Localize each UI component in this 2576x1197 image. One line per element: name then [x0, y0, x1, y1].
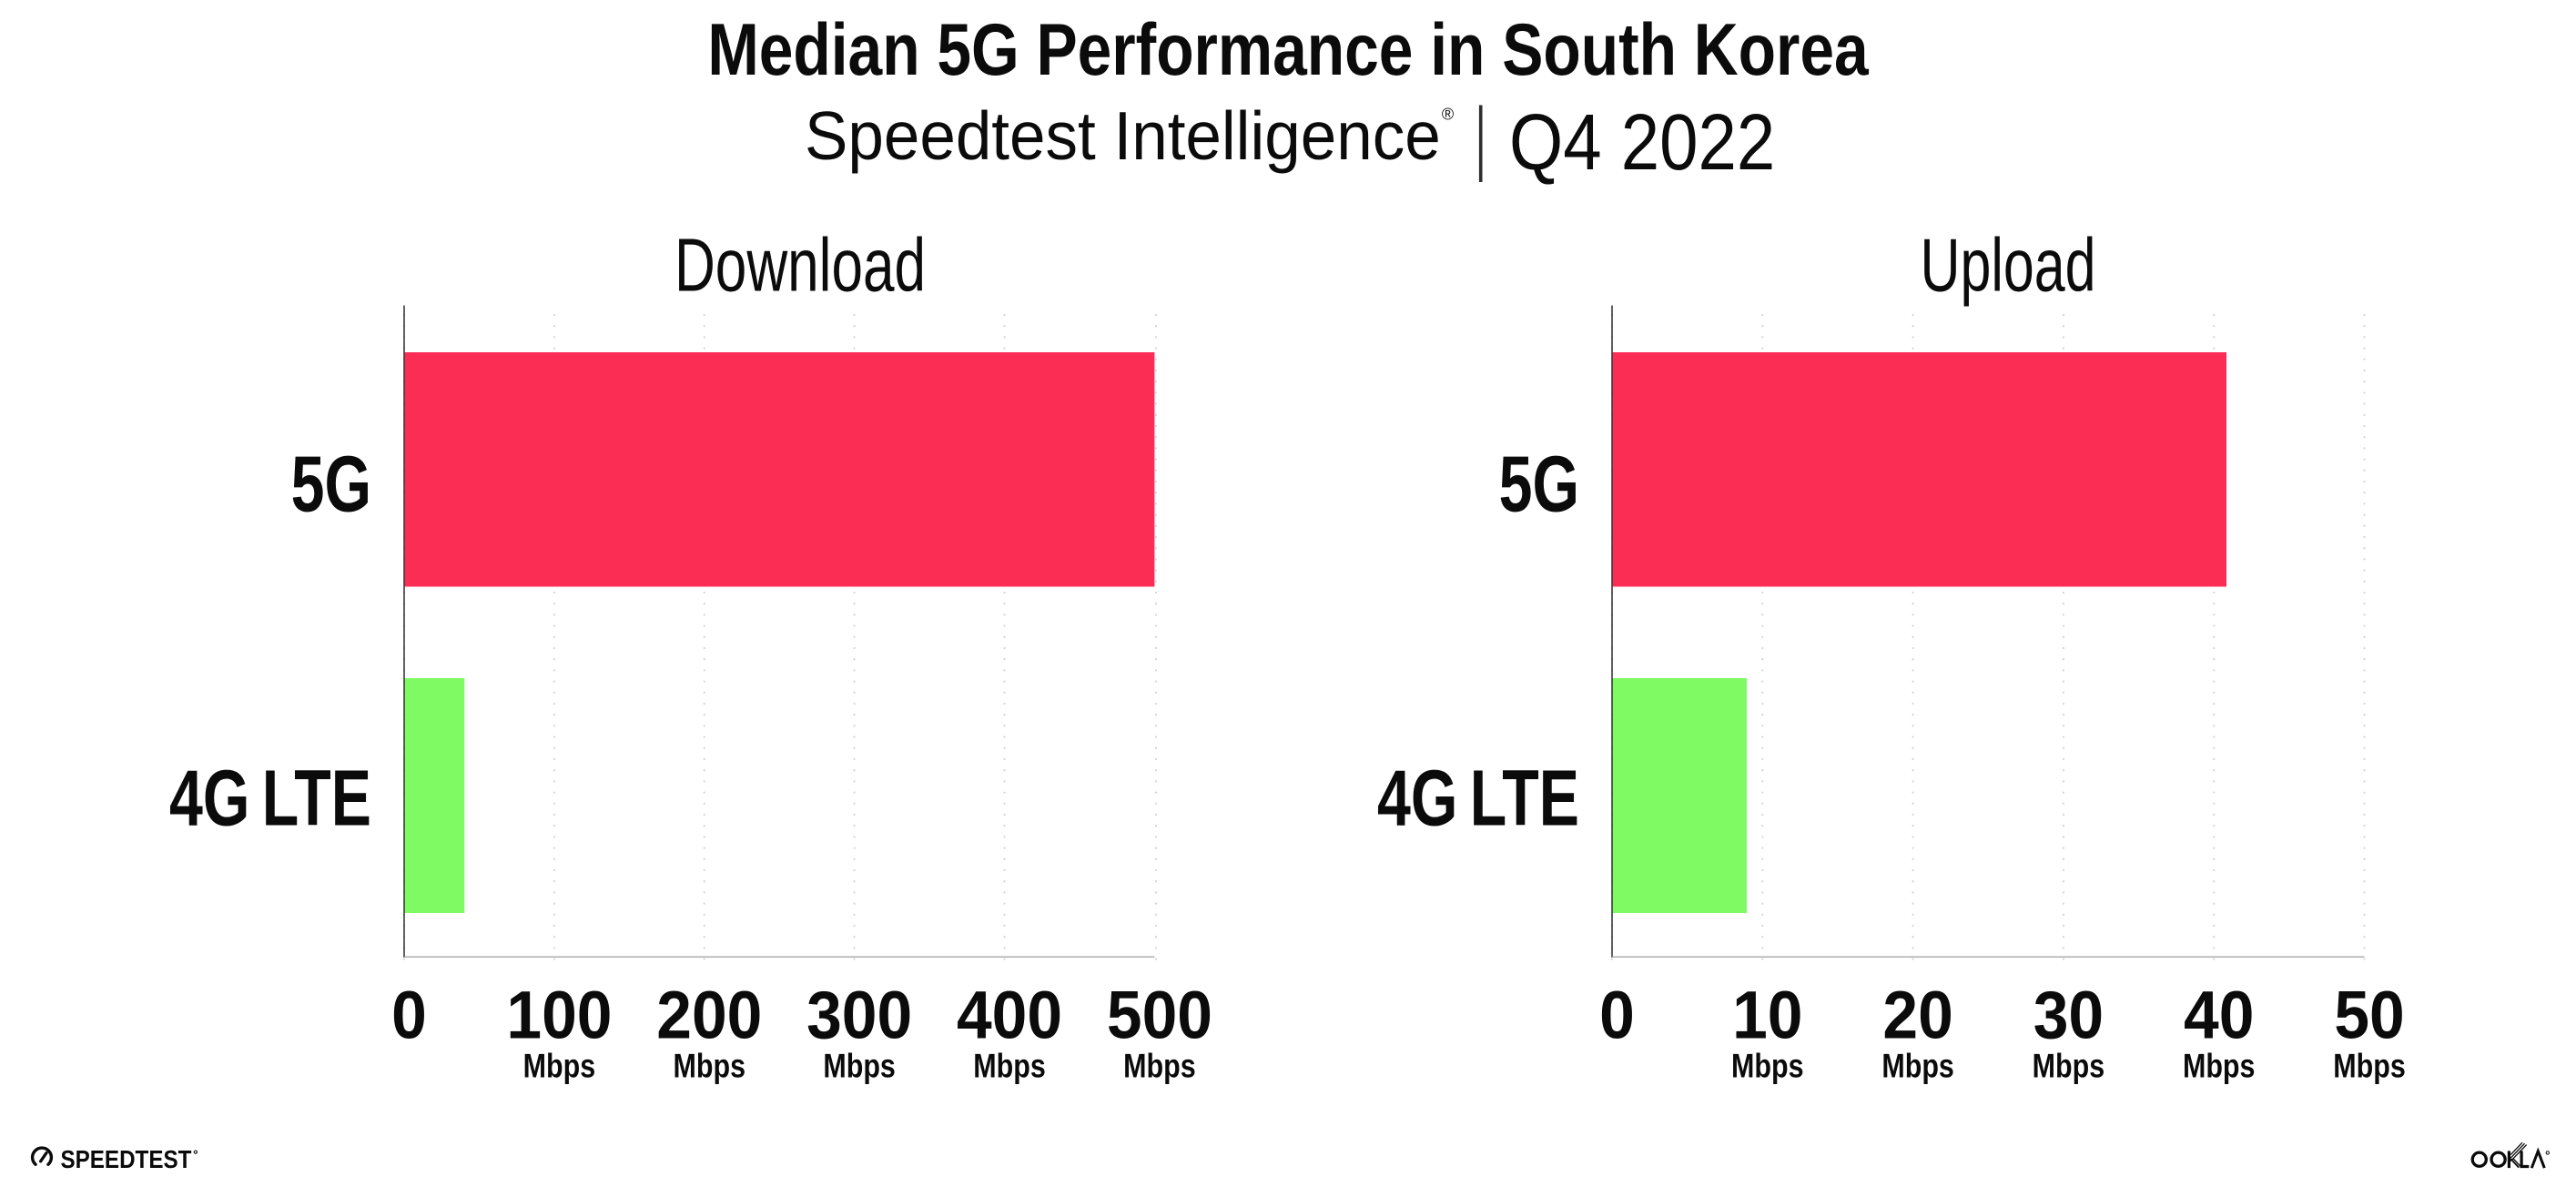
- svg-text:200: 200: [656, 979, 762, 1053]
- svg-text:5G: 5G: [1499, 441, 1579, 529]
- svg-text:Mbps: Mbps: [523, 1048, 596, 1085]
- svg-text:Q4 2022: Q4 2022: [1509, 98, 1775, 187]
- svg-text:Mbps: Mbps: [1881, 1048, 1954, 1085]
- svg-text:Median 5G Performance in South: Median 5G Performance in South Korea: [707, 7, 1869, 90]
- svg-text:0: 0: [1599, 979, 1635, 1053]
- svg-text:Mbps: Mbps: [674, 1048, 746, 1085]
- svg-text:50: 50: [2334, 979, 2404, 1053]
- svg-text:300: 300: [806, 979, 912, 1053]
- svg-text:Mbps: Mbps: [973, 1048, 1046, 1085]
- svg-text:Upload: Upload: [1920, 223, 2095, 307]
- svg-text:4G LTE: 4G LTE: [169, 755, 371, 843]
- svg-text:100: 100: [506, 979, 612, 1053]
- svg-text:0: 0: [391, 979, 427, 1053]
- svg-text:Mbps: Mbps: [2333, 1048, 2406, 1085]
- svg-text:400: 400: [957, 979, 1062, 1053]
- svg-text:SPEEDTEST: SPEEDTEST: [61, 1144, 192, 1173]
- svg-text:Mbps: Mbps: [1123, 1048, 1196, 1085]
- svg-text:Download: Download: [674, 223, 926, 308]
- svg-text:20: 20: [1882, 979, 1952, 1053]
- svg-text:500: 500: [1107, 979, 1212, 1053]
- svg-text:10: 10: [1732, 979, 1802, 1053]
- svg-text:5G: 5G: [291, 441, 371, 529]
- svg-text:®: ®: [1442, 105, 1454, 123]
- svg-text:Mbps: Mbps: [1731, 1048, 1804, 1085]
- svg-text:Speedtest Intelligence: Speedtest Intelligence: [805, 98, 1441, 174]
- svg-text:Mbps: Mbps: [823, 1048, 896, 1085]
- svg-text:40: 40: [2184, 979, 2254, 1053]
- svg-text:4G LTE: 4G LTE: [1377, 755, 1579, 843]
- svg-text:Mbps: Mbps: [2033, 1048, 2105, 1085]
- svg-text:30: 30: [2033, 979, 2104, 1053]
- svg-text:Mbps: Mbps: [2183, 1048, 2256, 1085]
